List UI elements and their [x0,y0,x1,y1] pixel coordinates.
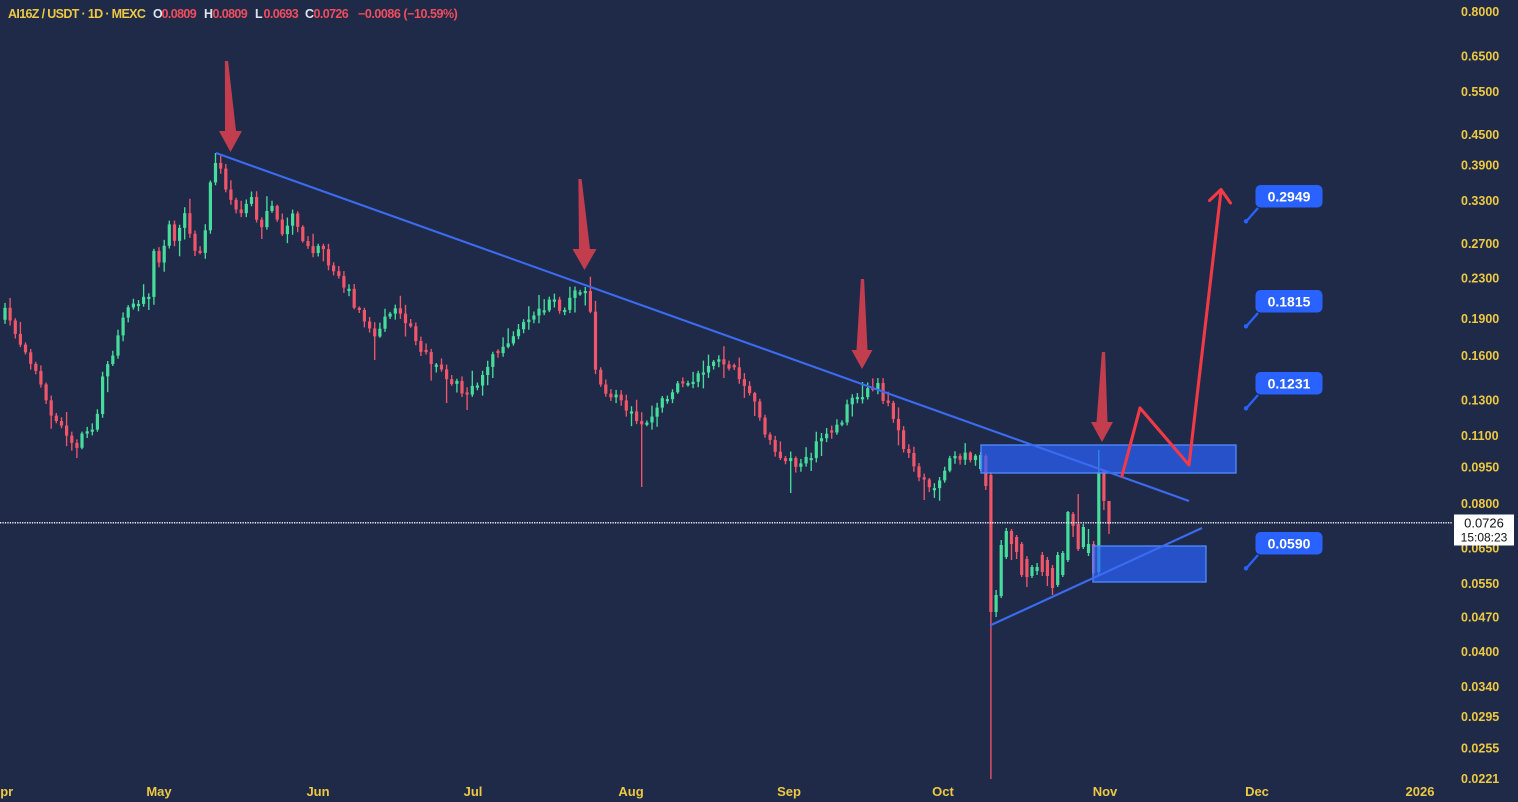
svg-text:0.4500: 0.4500 [1461,128,1499,142]
svg-text:Oct: Oct [932,784,954,799]
svg-text:O: O [153,7,163,21]
svg-text:AI16Z / USDT · 1D · MEXC: AI16Z / USDT · 1D · MEXC [8,7,146,21]
svg-text:0.3900: 0.3900 [1461,159,1499,173]
svg-text:0.5500: 0.5500 [1461,85,1499,99]
svg-text:0.0809: 0.0809 [162,7,197,21]
svg-text:0.1300: 0.1300 [1461,393,1499,407]
svg-text:−0.0086 (−10.59%): −0.0086 (−10.59%) [358,7,458,21]
svg-text:0.0726: 0.0726 [1464,516,1504,531]
svg-text:0.6500: 0.6500 [1461,49,1499,63]
svg-text:0.0809: 0.0809 [213,7,248,21]
svg-text:0.0950: 0.0950 [1461,460,1499,474]
svg-text:0.0726: 0.0726 [314,7,349,21]
svg-text:0.3300: 0.3300 [1461,194,1499,208]
svg-text:0.0400: 0.0400 [1461,645,1499,659]
svg-text:Apr: Apr [0,784,13,799]
svg-text:May: May [146,784,172,799]
svg-text:15:08:23: 15:08:23 [1461,531,1508,545]
svg-text:0.2700: 0.2700 [1461,237,1499,251]
svg-text:0.1231: 0.1231 [1268,375,1311,391]
svg-text:Aug: Aug [618,784,643,799]
svg-text:0.1815: 0.1815 [1268,293,1311,309]
svg-text:2026: 2026 [1406,784,1435,799]
svg-text:H: H [204,7,213,21]
svg-text:Nov: Nov [1093,784,1118,799]
svg-text:0.0295: 0.0295 [1461,710,1499,724]
svg-text:0.0590: 0.0590 [1268,535,1311,551]
svg-text:0.2949: 0.2949 [1268,188,1311,204]
svg-text:Jul: Jul [464,784,483,799]
svg-text:0.1900: 0.1900 [1461,312,1499,326]
svg-text:0.0340: 0.0340 [1461,680,1499,694]
svg-text:C: C [305,7,314,21]
svg-text:Jun: Jun [306,784,329,799]
svg-text:0.0550: 0.0550 [1461,577,1499,591]
svg-text:0.0693: 0.0693 [264,7,299,21]
svg-text:0.0221: 0.0221 [1461,772,1499,786]
svg-text:0.1100: 0.1100 [1461,429,1499,443]
svg-text:0.1600: 0.1600 [1461,349,1499,363]
svg-text:0.2300: 0.2300 [1461,271,1499,285]
svg-text:0.8000: 0.8000 [1461,5,1499,19]
svg-text:L: L [255,7,263,21]
svg-text:Sep: Sep [777,784,801,799]
svg-text:0.0800: 0.0800 [1461,497,1499,511]
svg-text:Dec: Dec [1245,784,1269,799]
svg-text:0.0470: 0.0470 [1461,611,1499,625]
svg-text:0.0255: 0.0255 [1461,741,1499,755]
